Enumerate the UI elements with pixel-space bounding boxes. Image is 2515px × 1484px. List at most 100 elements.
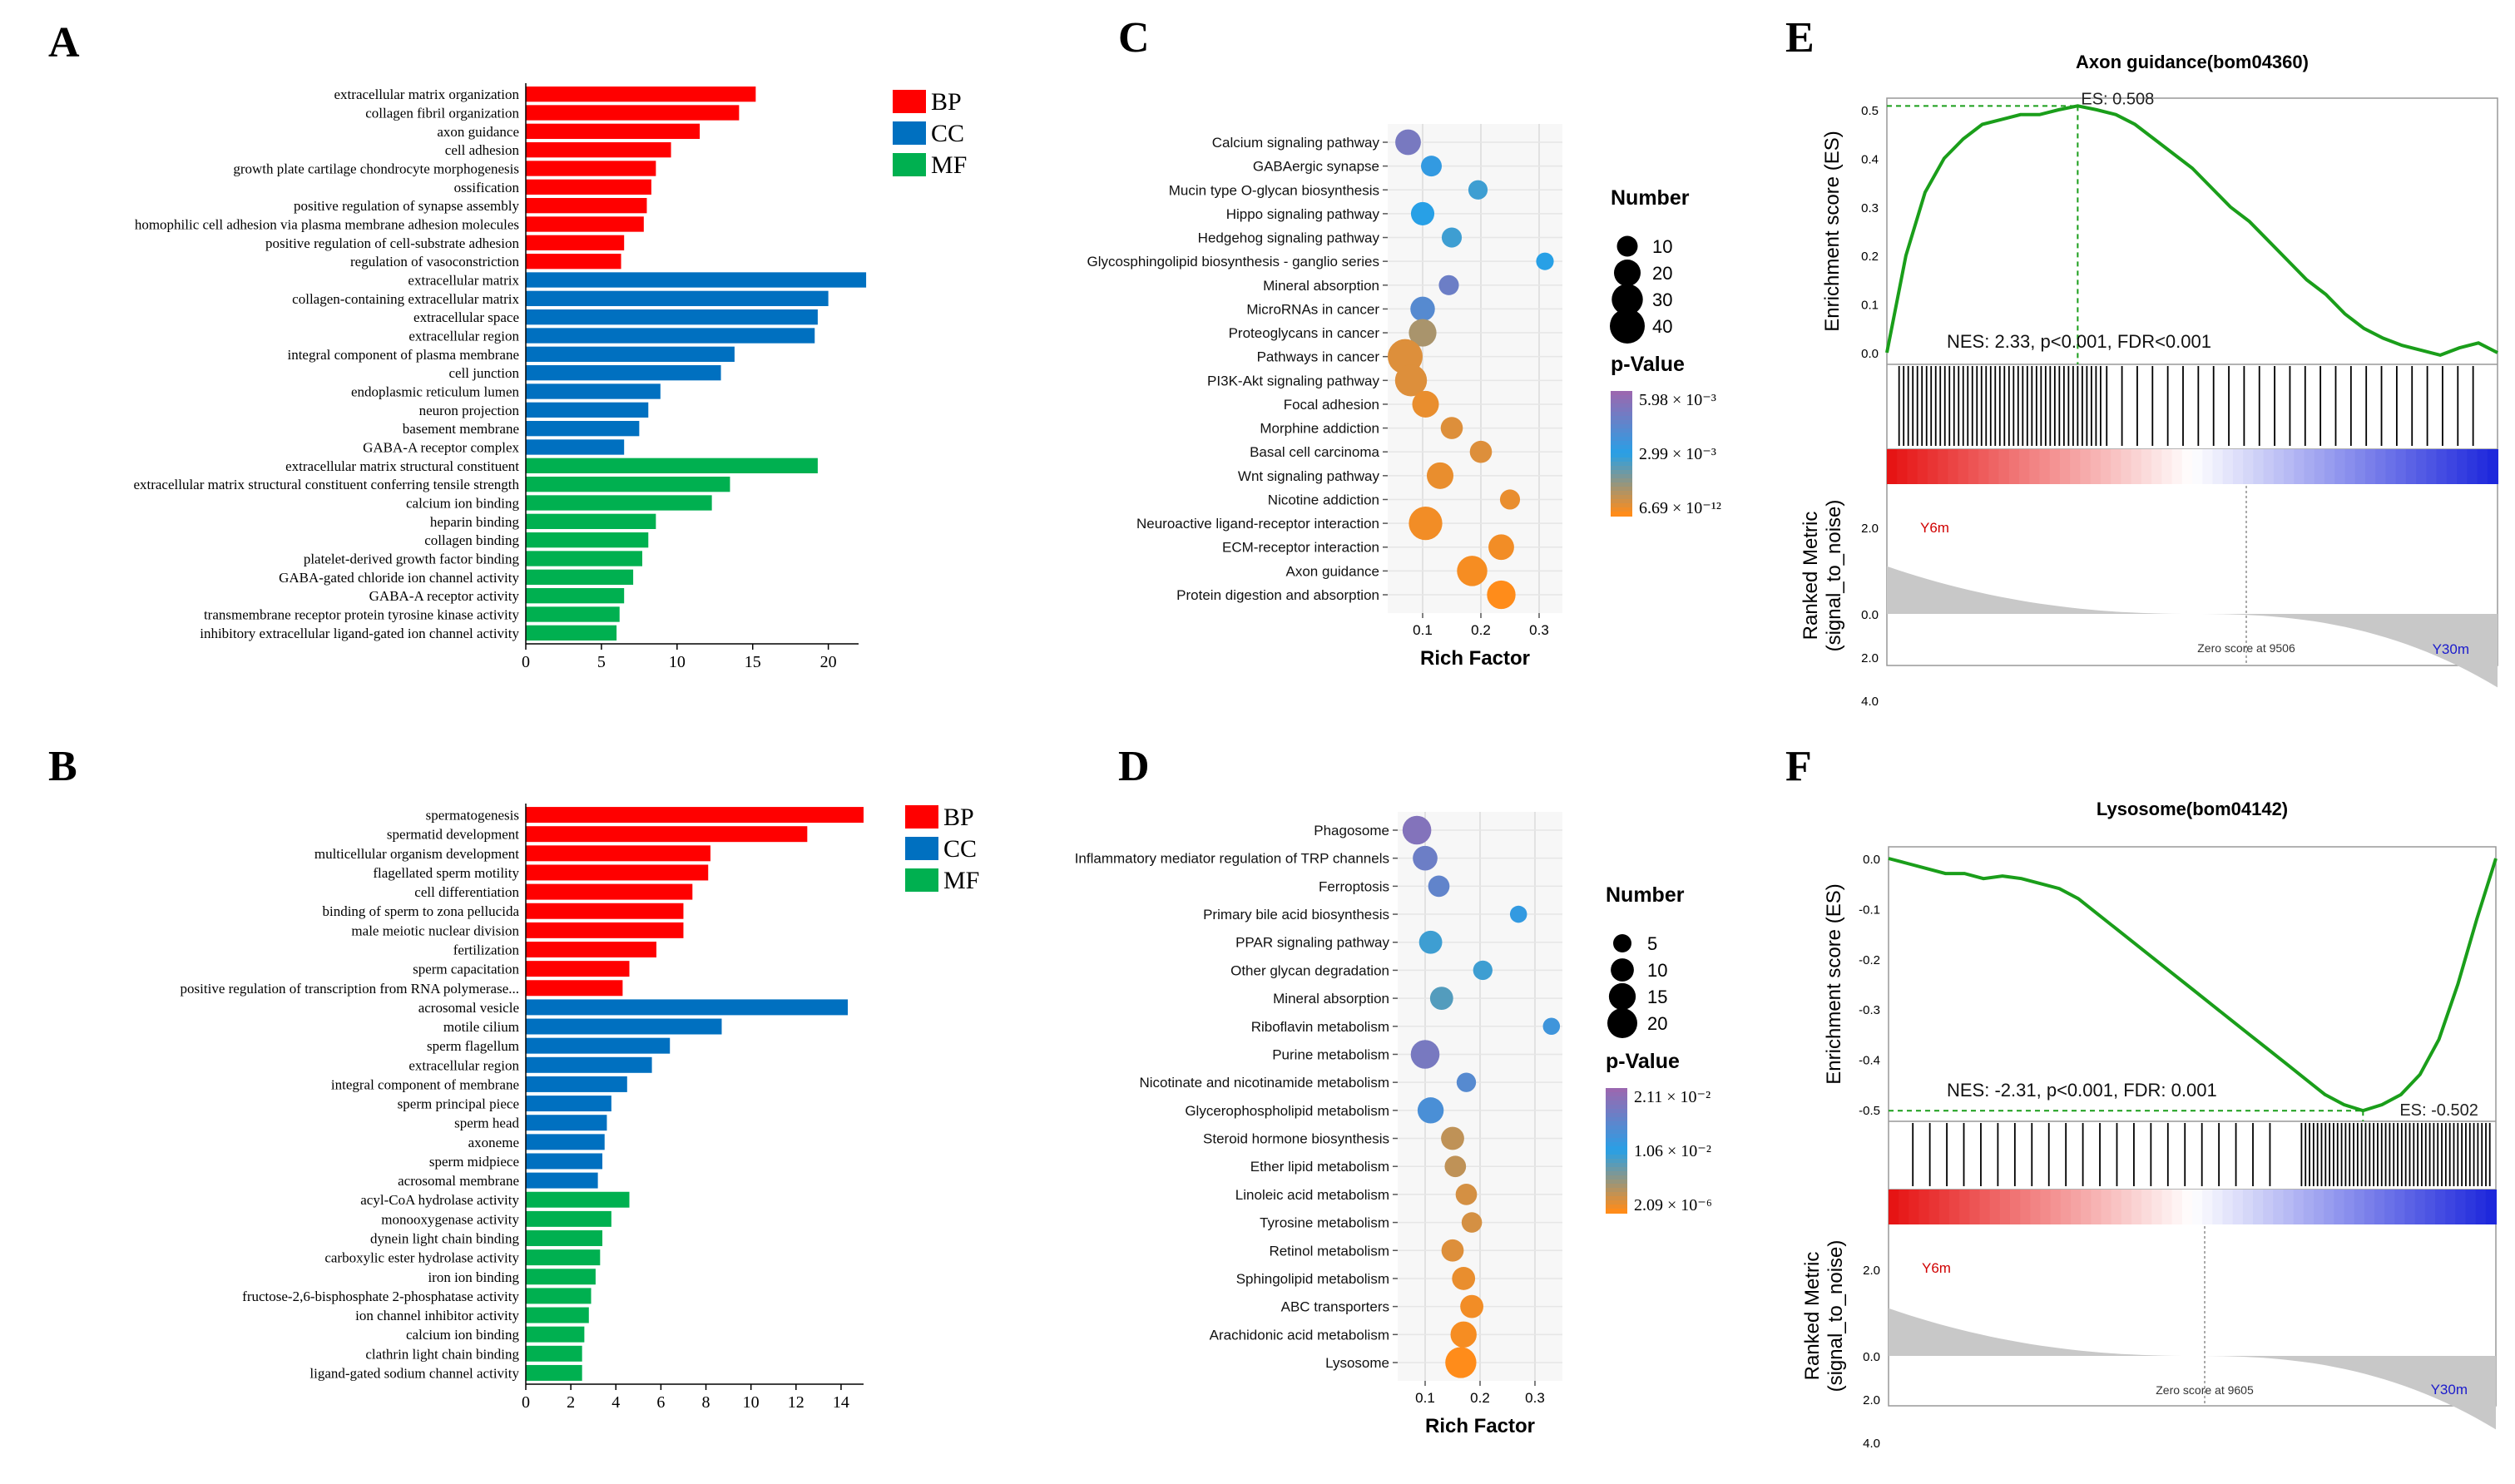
metric-tick-label: 4.0 (1863, 1437, 1880, 1451)
bubble (1444, 1155, 1467, 1178)
gradient-segment (1989, 1190, 2001, 1224)
category-label: extracellular region (408, 329, 519, 344)
zero-score-label: Zero score at 9605 (2156, 1383, 2254, 1397)
es-curve (1885, 104, 2498, 357)
gradient-segment (2091, 1190, 2102, 1224)
color-bar-segment (1611, 453, 1632, 458)
gradient-segment (2222, 1190, 2234, 1224)
es-tick-label: -0.4 (1859, 1054, 1880, 1068)
bar (526, 569, 634, 585)
bar (526, 1307, 589, 1323)
gradient-segment (2364, 1190, 2375, 1224)
metric-tick-label: 2.0 (1863, 1393, 1880, 1407)
metric-tick-label: 0.0 (1861, 608, 1879, 622)
es-tick-label: 0.3 (1861, 201, 1879, 215)
color-bar-segment (1611, 512, 1632, 517)
pathway-label: PI3K-Akt signaling pathway (1207, 373, 1379, 388)
legend-swatch (893, 121, 926, 145)
stats-label: NES: -2.31, p<0.001, FDR: 0.001 (1947, 1080, 2217, 1101)
color-bar-segment (1606, 1088, 1627, 1093)
gradient-segment (2384, 1190, 2396, 1224)
color-bar-segment (1611, 433, 1632, 438)
pathway-label: Sphingolipid metabolism (1236, 1271, 1389, 1287)
pathway-label: Inflammatory mediator regulation of TRP … (1075, 851, 1389, 867)
gradient-segment (2202, 449, 2214, 484)
gradient-segment (2222, 449, 2234, 484)
gradient-segment (2040, 1190, 2052, 1224)
category-label: positive regulation of transcription fro… (181, 981, 519, 997)
gradient-segment (2131, 449, 2142, 484)
color-bar-segment (1606, 1184, 1627, 1189)
bar (526, 87, 756, 102)
pathway-label: Hippo signaling pathway (1226, 206, 1380, 222)
category-label: inhibitory extracellular ligand-gated io… (200, 626, 519, 641)
category-label: regulation of vasoconstriction (350, 254, 520, 270)
pathway-label: Steroid hormone biosynthesis (1203, 1131, 1389, 1147)
bar (526, 421, 640, 437)
bar (526, 1037, 671, 1054)
gradient-segment (2304, 449, 2315, 484)
color-bar-segment (1611, 441, 1632, 446)
gradient-segment (2232, 1190, 2244, 1224)
category-label: spermatogenesis (426, 808, 519, 824)
gradient-segment (2161, 449, 2173, 484)
gradient-segment (1907, 449, 1918, 484)
color-legend-label: 2.99 × 10⁻³ (1639, 445, 1716, 463)
bar (526, 309, 818, 325)
gradient-segment (2081, 1190, 2092, 1224)
bubble (1413, 845, 1438, 871)
gradient-segment (2020, 1190, 2032, 1224)
gsea-title: Axon guidance(bom04360) (2076, 52, 2309, 72)
size-legend-label: 10 (1652, 236, 1672, 257)
category-label: extracellular matrix structural constitu… (285, 458, 519, 474)
category-label: positive regulation of cell-substrate ad… (265, 235, 519, 251)
color-bar-segment (1606, 1109, 1627, 1114)
color-bar-segment (1611, 474, 1632, 479)
gsea-title: Lysosome(bom04142) (2097, 799, 2288, 819)
bubble (1468, 180, 1488, 200)
category-label: extracellular space (413, 309, 519, 325)
gradient-segment (2090, 449, 2102, 484)
color-bar-segment (1606, 1171, 1627, 1176)
legend-swatch (905, 837, 938, 860)
gradient-segment (1917, 449, 1928, 484)
pathway-label: Mineral absorption (1263, 278, 1379, 294)
bubble (1408, 506, 1443, 541)
x-tick-label: 8 (702, 1393, 710, 1412)
metric-axis-title-2: (signal_to_noise) (1824, 1240, 1847, 1392)
gradient-segment (2436, 449, 2448, 484)
gradient-segment (2354, 1190, 2365, 1224)
color-bar-segment (1611, 507, 1632, 512)
gradient-segment (2354, 449, 2366, 484)
panel-c-kegg-bubble-chart: Calcium signaling pathway GABAergic synap… (1087, 124, 1721, 670)
gradient-segment (2151, 449, 2163, 484)
legend-label: CC (931, 120, 964, 147)
gradient-segment (1938, 1190, 1950, 1224)
bubble (1410, 296, 1435, 322)
x-tick-label: 12 (788, 1393, 805, 1412)
bar (526, 1230, 603, 1246)
gradient-segment (1998, 449, 2010, 484)
panel-letter-e: E (1785, 14, 1814, 62)
x-tick-label: 10 (743, 1393, 760, 1412)
category-label: neuron projection (419, 403, 520, 418)
gradient-segment (2273, 1190, 2285, 1224)
gradient-segment (1979, 1190, 1991, 1224)
pathway-label: Tyrosine metabolism (1260, 1215, 1389, 1231)
gradient-segment (2039, 449, 2051, 484)
color-bar-segment (1611, 399, 1632, 404)
size-legend-dot (1611, 284, 1643, 315)
size-legend-label: 40 (1652, 316, 1672, 337)
color-bar-segment (1611, 412, 1632, 417)
category-label: iron ion binding (428, 1269, 519, 1285)
color-bar-segment (1606, 1130, 1627, 1135)
category-label: calcium ion binding (406, 496, 519, 512)
color-bar-segment (1606, 1117, 1627, 1122)
bar (526, 980, 623, 997)
category-label: platelet-derived growth factor binding (304, 552, 520, 567)
gradient-segment (1938, 449, 1949, 484)
bubble (1536, 252, 1554, 270)
gradient-segment (2111, 1190, 2122, 1224)
gradient-segment (1918, 1190, 1930, 1224)
gradient-segment (2293, 1190, 2305, 1224)
